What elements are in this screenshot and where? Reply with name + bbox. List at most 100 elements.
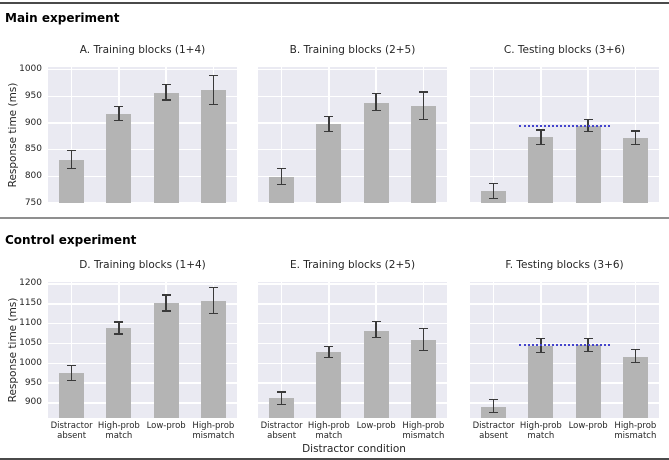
error-bar-line [165,84,167,101]
bar [363,330,389,418]
error-bar-line [70,365,73,381]
error-bar-cap-top [208,74,218,77]
gridline-h [48,68,237,71]
error-bar-cap-bottom [630,144,640,146]
x-tick-label: High-prob match [519,421,562,442]
error-bar-cap-bottom [418,119,428,121]
gridline-h [470,175,659,178]
reference-line [519,343,610,346]
error-bar-cap-bottom [489,197,499,199]
gridline-h [48,362,237,365]
gridline-h [470,382,659,384]
gridline-h [470,148,659,151]
error-bar-line [492,399,495,413]
error-bar-cap-bottom [371,110,381,112]
error-bar-cap-top [489,399,499,401]
x-tick-label: High-prob match [307,421,350,442]
error-bar-cap-top [161,84,171,86]
gridline-v [492,67,495,203]
error-bar-cap-top [418,91,428,93]
y-tick-label: 950 [24,90,42,101]
gridline-v [70,67,73,203]
error-bar-cap-bottom [630,362,640,364]
error-bar-cap-top [277,391,287,393]
x-tick-label: High-prob match [97,421,140,442]
error-bar-line [70,150,73,169]
error-bar-line [492,183,495,199]
bar [410,106,436,203]
x-tick-label: High-prob mismatch [192,421,235,442]
gridline-h [470,202,659,204]
gridline-h [470,362,659,365]
error-bar-cap-top [371,93,381,95]
gridline-h [258,175,447,178]
gridline-h [470,322,659,325]
y-tick-label: 1100 [19,318,42,329]
bar [575,126,601,203]
x-tick-label: Low-prob [146,421,186,431]
error-bar-line [375,321,377,338]
gridline-h [48,382,237,384]
error-bar-cap-bottom [161,99,171,101]
error-bar-cap-bottom [418,349,428,352]
error-bar-cap-top [371,320,381,322]
gridline-h [258,95,447,98]
gridline-h [470,402,659,404]
gridline-h [470,283,659,285]
bar [528,346,554,418]
error-bar-line [540,129,542,145]
gridline-v [70,282,73,418]
bar [575,345,601,418]
gridline-h [258,303,447,305]
error-bar-line [280,391,283,405]
gridline-h [470,68,659,71]
section-header-main: Main experiment [5,11,120,25]
error-bar-cap-bottom [208,312,218,314]
error-bar-cap-bottom [324,130,334,133]
error-bar-line [328,346,330,358]
gridline-h [258,322,447,325]
error-bar-line [118,322,120,334]
error-bar-cap-top [208,286,218,288]
gridline-h [258,402,447,404]
y-tick-label: 800 [24,170,42,181]
error-bar-line [422,92,425,120]
error-bar-cap-top [161,294,171,296]
error-bar-cap-bottom [114,119,124,121]
error-bar-cap-bottom [277,403,287,406]
gridline-h [48,402,237,404]
error-bar-cap-bottom [371,336,381,339]
error-bar-cap-bottom [324,357,334,359]
bar [106,327,132,418]
error-bar-cap-bottom [489,412,499,414]
gridline-h [258,283,447,285]
gridline-h [258,148,447,151]
bar [528,137,554,203]
error-bar-cap-top [536,337,546,339]
error-bar-cap-top [583,119,593,121]
error-bar-line [422,328,425,351]
panel-title: B. Training blocks (2+5) [289,44,416,56]
gridline-h [48,148,237,151]
error-bar-line [212,287,215,314]
error-bar-cap-top [114,105,124,108]
x-tick-label: High-prob mismatch [402,421,445,442]
y-tick-label: 950 [24,377,42,388]
gridline-h [258,68,447,71]
error-bar-cap-bottom [583,130,593,133]
error-bar-cap-top [67,364,77,366]
bar [153,303,179,418]
error-bar-line [328,116,330,132]
error-bar-line [280,168,283,185]
error-bar-cap-top [536,129,546,131]
y-tick-label: 1150 [19,298,42,309]
reference-line [519,125,610,128]
gridline-h [48,283,237,285]
gridline-h [470,95,659,98]
error-bar-cap-bottom [583,350,593,352]
section-header-control: Control experiment [5,233,137,247]
gridline-h [258,122,447,124]
error-bar-cap-bottom [161,310,171,312]
gridline-h [48,202,237,204]
x-tick-label: Distractor absent [472,421,515,442]
